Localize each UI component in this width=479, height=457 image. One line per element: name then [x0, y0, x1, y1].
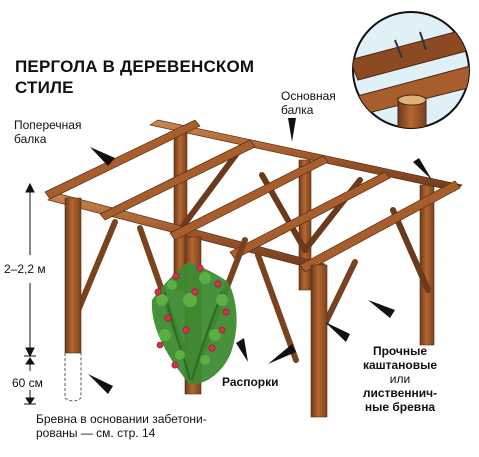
footnote: Бревна в основании забетони- рованы — см… — [36, 412, 207, 440]
logs-label: Прочные каштановые или лиственнич- ные б… — [362, 344, 438, 414]
back-posts — [173, 129, 435, 346]
height-label: 2–2,2 м — [4, 262, 46, 276]
rose-bush — [151, 262, 237, 385]
buried-post — [64, 353, 82, 402]
main-beam-label: Основная балка — [281, 89, 336, 117]
cross-beams — [44, 119, 461, 273]
pointer-arrows — [88, 118, 432, 394]
braces-label: Распорки — [222, 375, 279, 389]
title-line-1: ПЕРГОЛА В ДЕРЕВЕНСКОМ — [15, 57, 255, 76]
joint-detail-inset — [352, 11, 470, 129]
cross-beam-label: Поперечная балка — [14, 118, 82, 146]
title-line-2: СТИЛЕ — [15, 78, 74, 97]
page-title: ПЕРГОЛА В ДЕРЕВЕНСКОМ СТИЛЕ — [15, 56, 254, 98]
height-dimension — [24, 182, 36, 405]
depth-label: 60 см — [12, 376, 43, 390]
